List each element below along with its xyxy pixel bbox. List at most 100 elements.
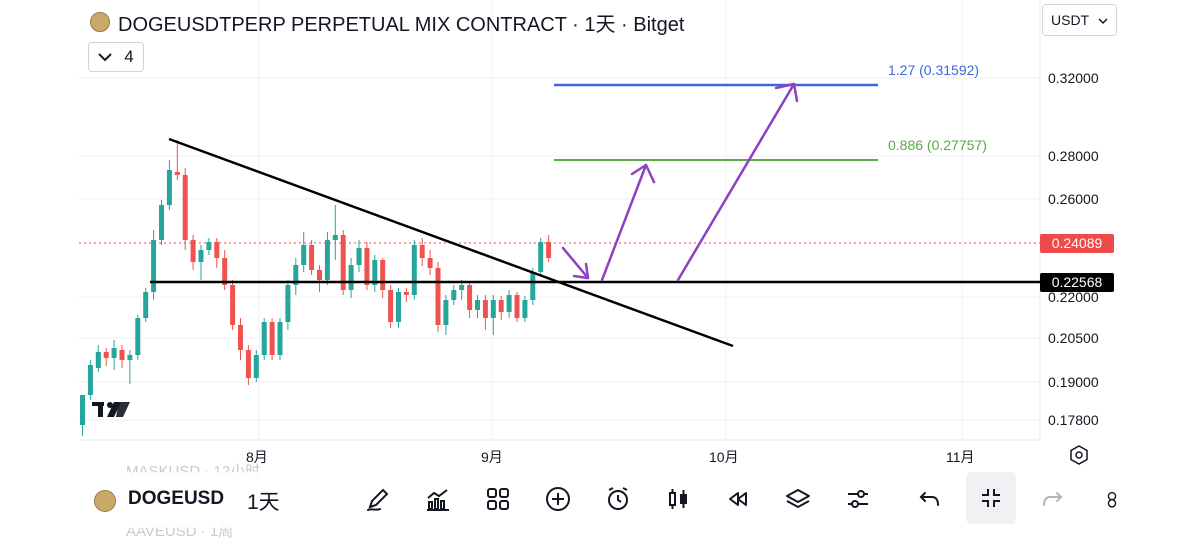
candle-body — [403, 292, 409, 295]
candle-body — [269, 322, 275, 355]
candle-body — [514, 295, 520, 318]
candle-body — [127, 355, 133, 360]
layout-icon[interactable] — [478, 479, 518, 519]
candle-body — [238, 325, 243, 350]
candle-body — [143, 292, 149, 318]
time-tick: 8月 — [246, 449, 268, 465]
interval-selector[interactable]: 1天 — [247, 491, 280, 514]
price-tick: 0.20500 — [1048, 330, 1099, 346]
candle-body — [467, 285, 473, 310]
candle-body — [411, 245, 417, 295]
candle-body — [230, 285, 236, 325]
indicators-icon[interactable] — [418, 479, 458, 519]
fib-label-127: 1.27 (0.31592) — [888, 62, 980, 78]
candle-body — [348, 265, 354, 290]
indicators-toggle-button[interactable]: 4 — [88, 42, 144, 72]
candle-body — [332, 235, 338, 240]
candle-body — [317, 270, 322, 280]
candle-body — [427, 258, 433, 268]
currency-label: USDT — [1051, 12, 1090, 28]
candle-body — [364, 248, 370, 285]
candle-body — [190, 240, 196, 262]
price-tick: 0.28000 — [1048, 148, 1099, 164]
candle-body — [151, 240, 157, 292]
price-tick: 0.32000 — [1048, 70, 1099, 86]
candle-body — [530, 272, 536, 300]
replay-icon[interactable] — [718, 479, 758, 519]
draw-icon[interactable] — [358, 479, 398, 519]
candle-body — [459, 285, 465, 290]
fib-label-0886: 0.886 (0.27757) — [888, 137, 987, 153]
symbol-selector[interactable]: DOGEUSD — [128, 488, 225, 509]
candle-body — [482, 300, 488, 318]
add-icon[interactable] — [538, 479, 578, 519]
candle-body — [159, 205, 164, 240]
candle-body — [103, 352, 109, 358]
price-tick: 0.19000 — [1048, 374, 1099, 390]
candle-body — [451, 290, 457, 300]
chart-settings-icon[interactable] — [1068, 444, 1090, 466]
object-tree-icon[interactable] — [1102, 479, 1122, 519]
time-tick: 11月 — [946, 449, 975, 465]
undo-icon[interactable] — [910, 479, 950, 519]
chart-title: DOGEUSDTPERP PERPETUAL MIX CONTRACT · 1天… — [90, 8, 684, 36]
candle-body — [538, 242, 544, 272]
candle-body — [119, 350, 125, 360]
candle-body — [95, 352, 101, 368]
candle-body — [435, 268, 441, 325]
candle-body — [87, 365, 93, 395]
candle-body — [277, 322, 283, 355]
redo-icon[interactable] — [1032, 479, 1072, 519]
candle-body — [546, 242, 552, 258]
candle-body — [285, 285, 291, 322]
indicator-count: 4 — [124, 47, 134, 66]
candle-body — [356, 248, 362, 265]
candle-body — [498, 300, 504, 312]
time-tick: 10月 — [709, 449, 739, 465]
candlesticks — [80, 140, 552, 436]
candle-type-icon[interactable] — [658, 479, 698, 519]
settings-icon[interactable] — [838, 479, 878, 519]
candle-body — [182, 175, 188, 240]
candle-body — [166, 170, 172, 205]
candle-body — [111, 348, 117, 358]
bottom-toolbar — [78, 472, 1122, 528]
candle-body — [506, 295, 512, 312]
layers-icon[interactable] — [778, 479, 818, 519]
candle-body — [80, 395, 85, 425]
doge-coin-icon — [90, 12, 110, 32]
candle-body — [419, 245, 425, 258]
candle-body — [490, 300, 496, 318]
line-price-label: 0.22568 — [1040, 273, 1114, 292]
alert-icon[interactable] — [598, 479, 638, 519]
chevron-down-icon — [1098, 12, 1108, 28]
chevron-down-icon — [98, 47, 112, 67]
fullscreen-exit-icon[interactable] — [966, 472, 1016, 524]
candle-body — [388, 290, 394, 322]
candle-body — [174, 172, 180, 175]
price-tick: 0.26000 — [1048, 191, 1099, 207]
candle-body — [324, 240, 330, 280]
price-tick: 0.17800 — [1048, 412, 1099, 428]
candle-body — [380, 260, 386, 290]
projection-arrows — [561, 82, 799, 282]
descending-trendline[interactable] — [168, 137, 734, 348]
symbol-title: DOGEUSDTPERP PERPETUAL MIX CONTRACT · 1天… — [118, 13, 685, 36]
candle-body — [301, 245, 307, 265]
price-tick: 0.22000 — [1048, 289, 1099, 305]
candle-body — [253, 355, 259, 378]
candle-body — [372, 260, 378, 285]
candle-body — [198, 250, 204, 262]
current-price-label: 0.24089 — [1040, 234, 1114, 253]
candle-body — [475, 300, 480, 310]
tradingview-logo — [92, 402, 130, 417]
candle-body — [261, 322, 267, 355]
currency-select[interactable]: USDT — [1042, 4, 1117, 36]
candle-body — [222, 258, 228, 285]
candle-body — [522, 300, 528, 318]
candle-body — [245, 350, 251, 378]
candle-body — [396, 292, 401, 322]
candle-body — [214, 242, 220, 258]
candle-body — [309, 245, 315, 270]
